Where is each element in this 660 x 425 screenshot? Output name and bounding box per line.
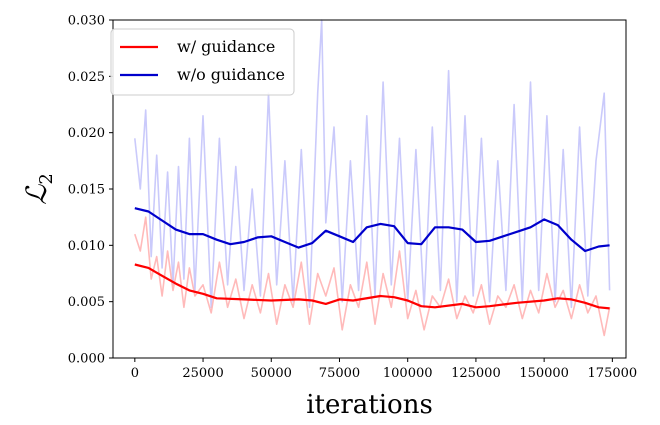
x-tick-label: 175000 (588, 366, 638, 381)
legend: w/ guidance w/o guidance (110, 28, 295, 96)
legend-label-w-guidance: w/ guidance (177, 37, 275, 56)
x-tick-label: 0 (131, 366, 139, 381)
smoothed-line-w-o-guidance (134, 207, 610, 253)
raw-line-w-guidance (134, 216, 611, 337)
x-axis-label: iterations (306, 390, 433, 420)
x-axis-ticks: 0 25000 50000 75000 100000 125000 150000 175000 (131, 358, 637, 381)
y-axis-ticks: 0.000 0.005 0.010 0.015 0.020 0.025 0.030 (68, 14, 113, 367)
y-tick-label: 0.010 (68, 239, 105, 254)
y-tick-label: 0.025 (68, 70, 105, 85)
y-tick-label: 0.015 (68, 183, 105, 198)
x-tick-label: 50000 (251, 366, 292, 381)
x-tick-label: 150000 (519, 366, 569, 381)
smoothed-series-layer (134, 207, 610, 310)
y-tick-label: 0.030 (68, 14, 105, 29)
legend-box (110, 28, 295, 96)
smoothed-line-w-guidance (134, 263, 610, 310)
x-tick-label: 125000 (451, 366, 501, 381)
y-tick-label: 0.005 (68, 295, 105, 310)
legend-label-wo-guidance: w/o guidance (177, 65, 285, 84)
y-tick-label: 0.020 (68, 126, 105, 141)
y-axis-label: ℒ2 (20, 173, 57, 205)
x-tick-label: 25000 (182, 366, 223, 381)
y-tick-label: 0.000 (68, 352, 105, 367)
y-axis-label-group: ℒ2 (20, 173, 57, 205)
raw-series-layer (134, 19, 611, 337)
x-tick-label: 100000 (383, 366, 433, 381)
x-tick-label: 75000 (319, 366, 360, 381)
raw-line-w-o-guidance (134, 19, 611, 309)
